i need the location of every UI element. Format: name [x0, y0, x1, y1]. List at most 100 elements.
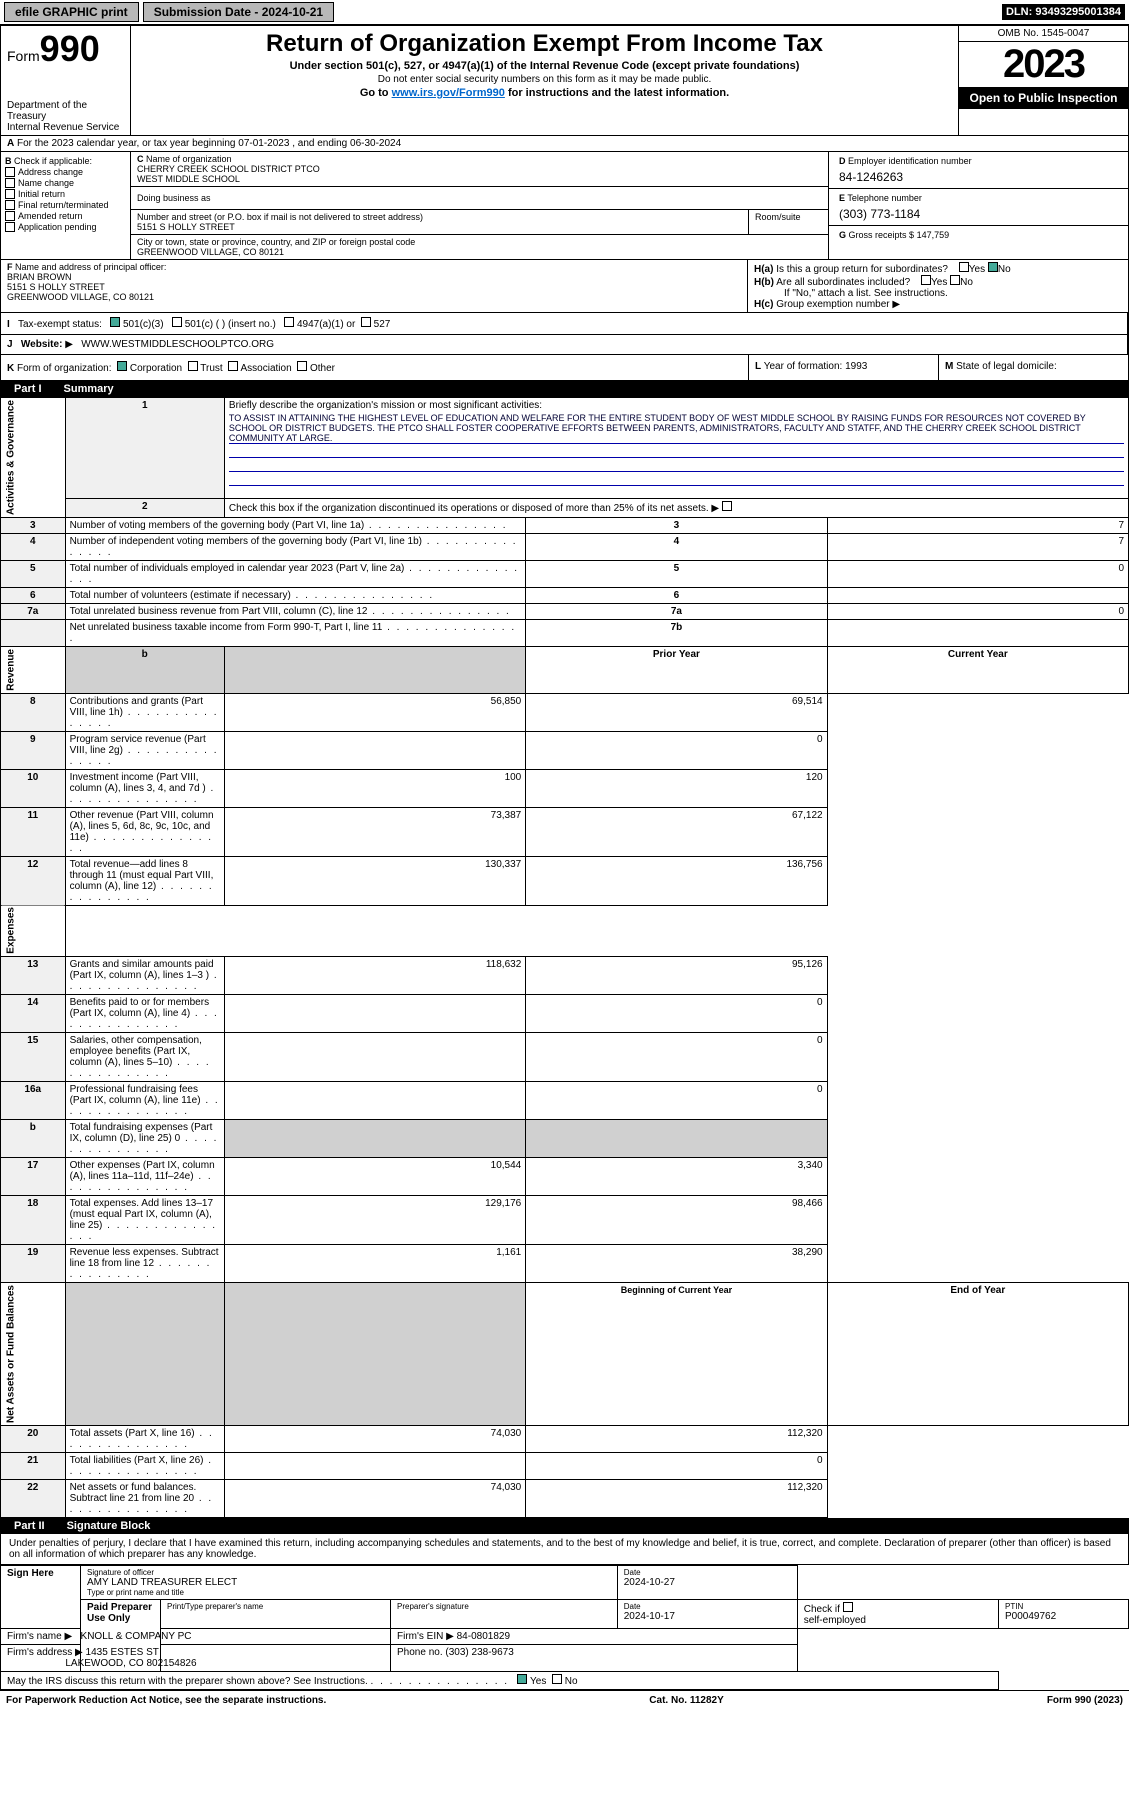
b-opt-check[interactable] — [5, 167, 15, 177]
b-opt-check[interactable] — [5, 211, 15, 221]
form-ref: Form 990 (2023) — [1047, 1695, 1123, 1706]
end-year-hdr: End of Year — [827, 1283, 1128, 1426]
other: Other — [310, 363, 335, 374]
l-letter: L — [755, 361, 761, 372]
year-form-val: 1993 — [845, 361, 867, 372]
no-txt2: No — [960, 277, 973, 288]
ha-no-check[interactable] — [988, 262, 998, 272]
form990-link[interactable]: www.irs.gov/Form990 — [392, 87, 505, 99]
top-bar: efile GRAPHIC print Submission Date - 20… — [0, 0, 1129, 25]
cat-no: Cat. No. 11282Y — [649, 1695, 723, 1706]
f-letter: F — [7, 262, 13, 272]
prep-name-lbl: Print/Type preparer's name — [167, 1602, 384, 1611]
subtitle-3: Go to www.irs.gov/Form990 for instructio… — [135, 87, 954, 99]
501c3-check[interactable] — [110, 317, 120, 327]
hb-text: Are all subordinates included? — [776, 277, 910, 288]
gross-lbl: Gross receipts $ — [849, 230, 915, 240]
hb-yes-check[interactable] — [921, 275, 931, 285]
501c: 501(c) ( ) (insert no.) — [185, 319, 276, 330]
efile-button[interactable]: efile GRAPHIC print — [4, 2, 139, 22]
4947-check[interactable] — [284, 317, 294, 327]
hb-no-check[interactable] — [950, 275, 960, 285]
city-lbl: City or town, state or province, country… — [137, 237, 415, 247]
other-check[interactable] — [297, 361, 307, 371]
room-lbl: Room/suite — [748, 210, 828, 234]
prep-sig-lbl: Preparer's signature — [397, 1602, 611, 1611]
hc-text: Group exemption number — [776, 299, 889, 310]
declaration: Under penalties of perjury, I declare th… — [0, 1534, 1129, 1565]
b-opt-label: Application pending — [18, 222, 97, 232]
discuss-no: No — [565, 1676, 578, 1687]
header-left: Form990 Department of the Treasury Inter… — [1, 26, 131, 135]
open-to-public: Open to Public Inspection — [959, 87, 1128, 109]
ptin-val: P00049762 — [1005, 1611, 1122, 1622]
discuss-yes-check[interactable] — [517, 1674, 527, 1684]
b-hdr: Check if applicable: — [14, 156, 92, 166]
tel-lbl: Telephone number — [847, 193, 922, 203]
officer-name: BRIAN BROWN — [7, 272, 72, 282]
b-opt-label: Initial return — [18, 189, 65, 199]
year-form-lbl: Year of formation: — [764, 361, 843, 372]
part1-num: Part I — [8, 383, 48, 395]
part1-header: Part I Summary — [0, 381, 1129, 397]
subtitle-2: Do not enter social security numbers on … — [135, 74, 954, 85]
phone-lbl: Phone no. — [397, 1647, 443, 1658]
self-emp-check[interactable] — [843, 1602, 853, 1612]
submission-date-button[interactable]: Submission Date - 2024-10-21 — [143, 2, 334, 22]
b-opt-label: Name change — [18, 178, 74, 188]
discuss-no-check[interactable] — [552, 1674, 562, 1684]
side-governance: Activities & Governance — [1, 398, 66, 518]
col-b: B Check if applicable: Address changeNam… — [1, 152, 131, 259]
f-lbl: Name and address of principal officer: — [15, 262, 166, 272]
firm-addr2: LAKEWOOD, CO 802154826 — [65, 1658, 196, 1669]
state-dom-lbl: State of legal domicile: — [956, 361, 1057, 372]
yes-txt2: Yes — [931, 277, 947, 288]
summary-table: Activities & Governance 1 Briefly descri… — [0, 397, 1129, 1518]
b-opt-check[interactable] — [5, 189, 15, 199]
trust: Trust — [200, 363, 222, 374]
side-net: Net Assets or Fund Balances — [1, 1283, 66, 1426]
discuss-text: May the IRS discuss this return with the… — [7, 1676, 368, 1687]
501c-check[interactable] — [172, 317, 182, 327]
arrow-icon2: ▶ — [65, 339, 73, 350]
form-org-lbl: Form of organization: — [17, 363, 112, 374]
arrow-icon: ▶ — [64, 1631, 72, 1642]
k-letter: K — [7, 363, 14, 374]
b-opt-label: Final return/terminated — [18, 200, 109, 210]
org-name-1: CHERRY CREEK SCHOOL DISTRICT PTCO — [137, 164, 320, 174]
pra-notice: For Paperwork Reduction Act Notice, see … — [6, 1695, 326, 1706]
sig-officer-lbl: Signature of officer — [87, 1568, 611, 1577]
b-opt-check[interactable] — [5, 200, 15, 210]
527: 527 — [374, 319, 391, 330]
j-letter: J — [7, 339, 13, 350]
tax-year: 2023 — [959, 42, 1128, 87]
firm-name-lbl: Firm's name — [7, 1631, 62, 1642]
ein-lbl: Employer identification number — [848, 156, 972, 166]
b-opt-check[interactable] — [5, 222, 15, 232]
assoc-check[interactable] — [228, 361, 238, 371]
prep-date-lbl: Date — [624, 1602, 791, 1611]
line2: Check this box if the organization disco… — [229, 503, 709, 514]
m-letter: M — [945, 361, 953, 372]
corp-check[interactable] — [117, 361, 127, 371]
b-opt-check[interactable] — [5, 178, 15, 188]
hb-letter: H(b) — [754, 277, 774, 288]
part2-num: Part II — [8, 1520, 51, 1532]
trust-check[interactable] — [188, 361, 198, 371]
arrow-icon: ▶ — [75, 1647, 83, 1658]
discontinued-check[interactable] — [722, 501, 732, 511]
firm-ein-lbl: Firm's EIN — [397, 1631, 443, 1642]
gross-val: 147,759 — [917, 230, 950, 240]
date-lbl: Date — [624, 1568, 791, 1577]
org-name-2: WEST MIDDLE SCHOOL — [137, 174, 240, 184]
firm-addr1: 1435 ESTES ST — [86, 1647, 159, 1658]
527-check[interactable] — [361, 317, 371, 327]
hb-note: If "No," attach a list. See instructions… — [784, 288, 948, 299]
beg-year-hdr: Beginning of Current Year — [526, 1283, 827, 1426]
officer-addr2: GREENWOOD VILLAGE, CO 80121 — [7, 292, 154, 302]
ha-yes-check[interactable] — [959, 262, 969, 272]
type-name-lbl: Type or print name and title — [87, 1588, 611, 1597]
officer-addr1: 5151 S HOLLY STREET — [7, 282, 105, 292]
arrow-icon: ▶ — [892, 299, 900, 310]
dba-lbl: Doing business as — [137, 193, 211, 203]
